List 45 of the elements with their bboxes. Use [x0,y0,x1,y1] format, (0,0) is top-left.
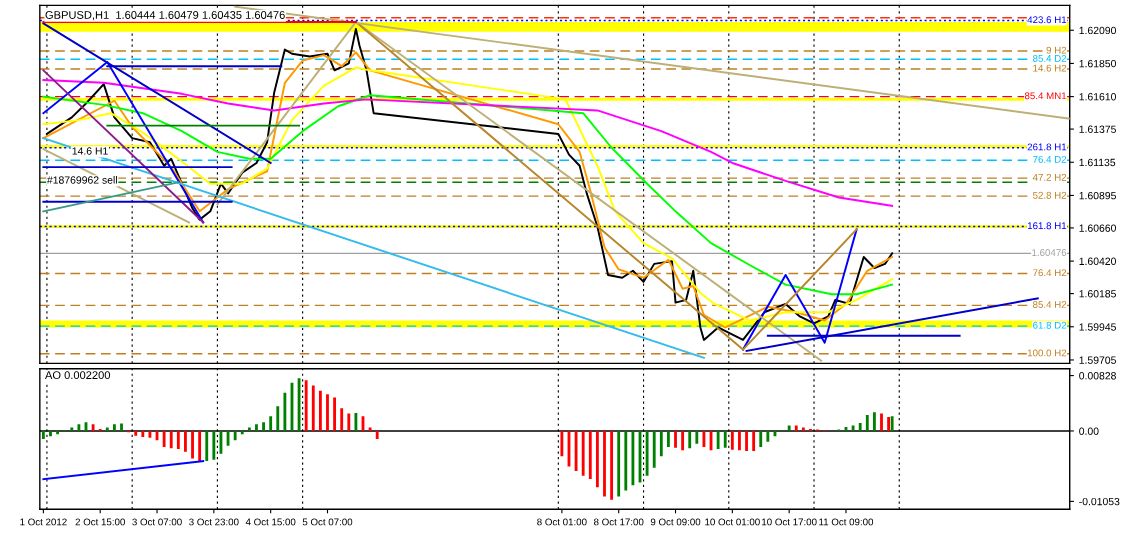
y-tick-label: 1.60895 [1079,191,1116,200]
ref-line-label: 161.8 H1 [1027,222,1067,230]
x-tick-label: 3 Oct 23:00 [189,518,239,526]
x-tick-label: 3 Oct 07:00 [132,518,182,526]
x-tick-label: 10 Oct 17:00 [762,518,817,526]
y-tick-label: 1.61850 [1079,59,1116,68]
x-tick-label: 8 Oct 17:00 [593,518,644,526]
ref-line-label: 100.0 H2 [1027,349,1067,357]
annotation: 14.6 H1 [72,147,108,155]
ref-line-label: 423.6 H1 [1027,16,1067,24]
y-tick-label: 1.61375 [1079,125,1116,133]
ref-line-label: 76.4 D2 [1033,155,1067,163]
y-tick-label: -0.01053 [1079,497,1120,506]
y-tick-label: 0.00 [1079,427,1099,435]
x-tick-label: 1 Oct 2012 [20,518,67,526]
y-tick-label: 1.60185 [1079,290,1116,298]
ref-line-label: 85.4 MN1 [1024,92,1067,100]
ref-line-label: 14.6 H2 [1033,64,1067,72]
y-tick-label: 1.59945 [1079,323,1116,331]
chart-title: AO 0.002200 [45,371,111,380]
y-tick-label: 1.61135 [1079,158,1116,167]
x-tick-label: 5 Oct 07:00 [302,518,353,526]
x-tick-label: 2 Oct 15:00 [75,518,125,526]
chart-title: GBPUSD,H1 1.60444 1.60479 1.60435 1.60476 [45,11,285,21]
x-tick-label: 8 Oct 01:00 [537,518,587,526]
y-tick-label: 1.61610 [1079,93,1116,101]
y-tick-label: 1.60660 [1079,224,1116,232]
ref-line-label: 261.8 H1 [1027,143,1067,151]
x-tick-label: 9 Oct 09:00 [650,518,701,526]
ref-line-label: 76.4 H2 [1033,269,1067,277]
x-tick-label: 4 Oct 15:00 [245,518,296,526]
ref-line-label: 1.60476 [1032,249,1067,256]
x-tick-label: 10 Oct 01:00 [705,518,760,526]
y-tick-label: 1.62090 [1079,26,1116,35]
annotation: #18769962 sell [46,176,117,184]
x-tick-label: 11 Oct 09:00 [819,518,874,526]
ref-line-label: 52.8 H2 [1032,191,1067,199]
ref-line-label: 61.8 D2 [1033,321,1067,329]
ref-line-label: 47.2 H2 [1032,173,1067,181]
ref-line-label: 85.4 D2 [1033,55,1067,62]
y-tick-label: 1.60420 [1079,257,1116,265]
ref-line-label: 85.4 H2 [1033,301,1067,308]
y-tick-label: 1.59705 [1079,356,1116,364]
ref-line-label: 9 H2 [1046,46,1067,54]
y-tick-label: 0.00828 [1079,372,1116,380]
